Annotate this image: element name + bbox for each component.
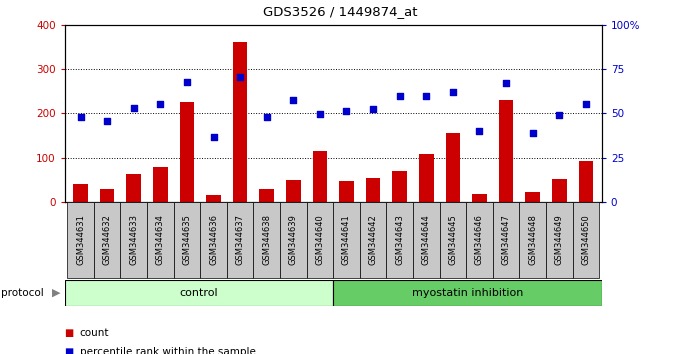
FancyBboxPatch shape xyxy=(466,202,493,278)
Bar xyxy=(579,161,593,202)
Text: count: count xyxy=(80,328,109,338)
Bar xyxy=(126,174,141,202)
Text: GSM344639: GSM344639 xyxy=(289,215,298,265)
FancyBboxPatch shape xyxy=(360,202,386,278)
FancyBboxPatch shape xyxy=(333,202,360,278)
FancyBboxPatch shape xyxy=(520,202,546,278)
Text: GSM344631: GSM344631 xyxy=(76,215,85,265)
FancyBboxPatch shape xyxy=(94,202,120,278)
Point xyxy=(314,111,325,117)
Text: GDS3526 / 1449874_at: GDS3526 / 1449874_at xyxy=(262,5,418,18)
FancyBboxPatch shape xyxy=(120,202,147,278)
Bar xyxy=(206,195,221,202)
Text: protocol: protocol xyxy=(1,288,44,298)
Point xyxy=(155,101,166,107)
Point xyxy=(235,74,245,79)
FancyBboxPatch shape xyxy=(386,202,413,278)
Bar xyxy=(100,189,114,202)
Point xyxy=(208,134,219,139)
Bar xyxy=(366,178,380,202)
Bar xyxy=(392,171,407,202)
Text: GSM344640: GSM344640 xyxy=(316,215,324,265)
Point xyxy=(75,114,86,120)
Point xyxy=(288,97,299,103)
Text: percentile rank within the sample: percentile rank within the sample xyxy=(80,347,256,354)
Text: control: control xyxy=(180,288,218,298)
Text: GSM344638: GSM344638 xyxy=(262,214,271,266)
Text: GSM344650: GSM344650 xyxy=(581,215,590,265)
Point xyxy=(394,94,405,99)
Text: GSM344649: GSM344649 xyxy=(555,215,564,265)
Bar xyxy=(419,154,434,202)
Text: GSM344648: GSM344648 xyxy=(528,215,537,265)
Text: GSM344633: GSM344633 xyxy=(129,214,138,266)
FancyBboxPatch shape xyxy=(333,280,602,306)
Text: GSM344644: GSM344644 xyxy=(422,215,430,265)
Bar xyxy=(339,181,354,202)
Bar xyxy=(153,167,168,202)
FancyBboxPatch shape xyxy=(173,202,200,278)
Point xyxy=(447,89,458,95)
Text: GSM344632: GSM344632 xyxy=(103,215,112,265)
Text: GSM344647: GSM344647 xyxy=(502,215,511,265)
FancyBboxPatch shape xyxy=(65,280,333,306)
FancyBboxPatch shape xyxy=(546,202,573,278)
Point xyxy=(341,108,352,114)
Point xyxy=(554,112,564,118)
Bar xyxy=(552,179,566,202)
FancyBboxPatch shape xyxy=(413,202,439,278)
FancyBboxPatch shape xyxy=(227,202,254,278)
Text: ■: ■ xyxy=(65,328,74,338)
Bar xyxy=(73,184,88,202)
FancyBboxPatch shape xyxy=(493,202,520,278)
Text: GSM344645: GSM344645 xyxy=(448,215,458,265)
Bar xyxy=(259,189,274,202)
Text: GSM344637: GSM344637 xyxy=(236,214,245,266)
Text: GSM344643: GSM344643 xyxy=(395,215,404,265)
Text: myostatin inhibition: myostatin inhibition xyxy=(412,288,523,298)
Text: ■: ■ xyxy=(65,347,74,354)
Point xyxy=(261,114,272,120)
Bar xyxy=(526,192,540,202)
Text: GSM344641: GSM344641 xyxy=(342,215,351,265)
Bar xyxy=(445,133,460,202)
Bar xyxy=(313,151,327,202)
Point xyxy=(527,130,538,136)
FancyBboxPatch shape xyxy=(67,202,94,278)
Point xyxy=(182,80,192,85)
Text: GSM344646: GSM344646 xyxy=(475,215,484,265)
Point xyxy=(421,93,432,98)
Bar xyxy=(286,180,301,202)
Text: GSM344642: GSM344642 xyxy=(369,215,377,265)
Point xyxy=(368,106,379,112)
Point xyxy=(102,118,113,124)
FancyBboxPatch shape xyxy=(280,202,307,278)
Point xyxy=(474,128,485,134)
Point xyxy=(129,105,139,111)
FancyBboxPatch shape xyxy=(200,202,227,278)
Bar xyxy=(180,102,194,202)
FancyBboxPatch shape xyxy=(307,202,333,278)
Bar xyxy=(498,100,513,202)
Point xyxy=(500,80,511,86)
FancyBboxPatch shape xyxy=(147,202,173,278)
Text: ▶: ▶ xyxy=(52,288,61,298)
Bar xyxy=(233,42,248,202)
FancyBboxPatch shape xyxy=(573,202,599,278)
Text: GSM344634: GSM344634 xyxy=(156,215,165,265)
Bar xyxy=(472,194,487,202)
FancyBboxPatch shape xyxy=(439,202,466,278)
FancyBboxPatch shape xyxy=(254,202,280,278)
Text: GSM344636: GSM344636 xyxy=(209,214,218,266)
Text: GSM344635: GSM344635 xyxy=(182,215,192,265)
Point xyxy=(581,102,592,107)
